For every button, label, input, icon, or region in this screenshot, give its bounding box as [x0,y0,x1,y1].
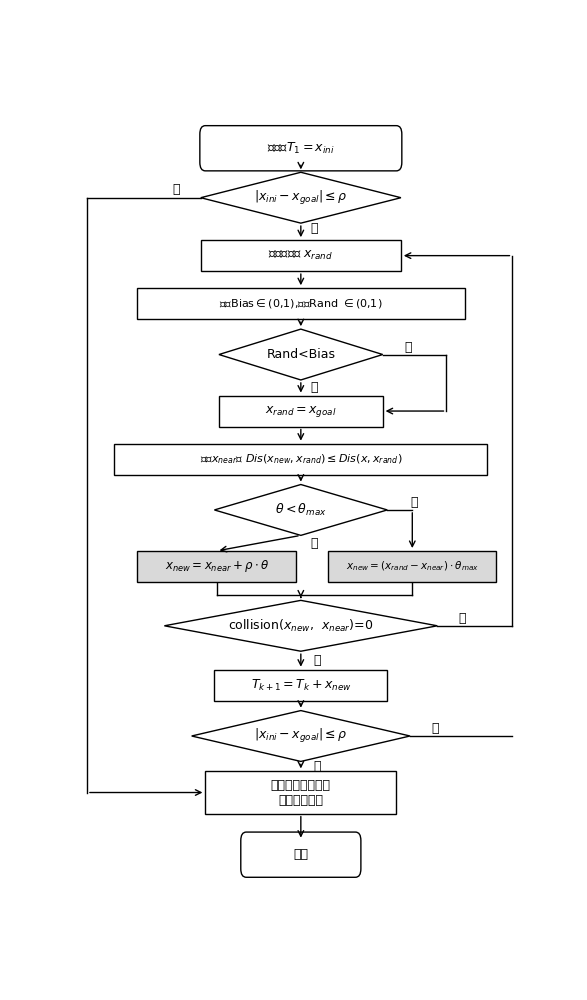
Text: 是: 是 [313,760,321,773]
Bar [114,444,487,475]
Text: 否: 否 [311,222,318,235]
Text: $|x_{ini}-x_{goal}|\leq\rho$: $|x_{ini}-x_{goal}|\leq\rho$ [254,727,348,745]
Text: 否: 否 [431,722,439,735]
Text: 初始化$T_1=x_{ini}$: 初始化$T_1=x_{ini}$ [267,141,335,156]
Text: 结束: 结束 [294,848,308,861]
Bar [137,551,296,582]
Text: collision($x_{new}$,  $x_{near}$)=0: collision($x_{new}$, $x_{near}$)=0 [228,618,373,634]
Polygon shape [219,329,383,380]
Text: $|x_{ini}-x_{goal}|\leq\rho$: $|x_{ini}-x_{goal}|\leq\rho$ [254,189,348,207]
Bar [201,240,401,271]
Text: $\theta<\theta_{max}$: $\theta<\theta_{max}$ [275,502,327,518]
Text: 否: 否 [458,612,466,625]
Polygon shape [201,172,401,223]
Bar [214,670,387,701]
Text: 找出$x_{near}$使 $Dis(x_{new},x_{rand})\leq Dis(x,x_{rand})$: 找出$x_{near}$使 $Dis(x_{new},x_{rand})\leq… [200,452,402,466]
Text: $x_{rand}=x_{goal}$: $x_{rand}=x_{goal}$ [265,404,336,419]
Text: 加入Bias$\in$(0,1),生成Rand $\in$(0,1): 加入Bias$\in$(0,1),生成Rand $\in$(0,1) [219,297,383,310]
Text: $x_{new}=x_{near}+\rho\cdot\theta$: $x_{new}=x_{near}+\rho\cdot\theta$ [164,558,269,574]
Text: $T_{k+1}=T_k+x_{new}$: $T_{k+1}=T_k+x_{new}$ [251,678,351,693]
Text: $x_{new}=(x_{rand}-x_{near})\cdot\theta_{max}$: $x_{new}=(x_{rand}-x_{near})\cdot\theta_… [346,560,479,573]
Bar [205,771,396,814]
Bar [328,551,497,582]
FancyBboxPatch shape [200,126,402,171]
Text: 否: 否 [404,341,411,354]
Polygon shape [164,600,437,651]
Polygon shape [214,485,387,535]
Text: 是: 是 [311,381,318,394]
Text: 是: 是 [172,183,180,196]
Text: Rand<Bias: Rand<Bias [266,348,335,361]
Bar [137,288,465,319]
FancyBboxPatch shape [241,832,361,877]
Text: 是: 是 [313,654,321,667]
Text: 生成随机点 $x_{rand}$: 生成随机点 $x_{rand}$ [268,249,333,262]
Text: 否: 否 [411,496,419,509]
Text: 用贪心算法对路径
进行平滑处理: 用贪心算法对路径 进行平滑处理 [271,779,331,807]
Bar [219,396,383,427]
Text: 是: 是 [311,537,318,550]
Polygon shape [191,711,410,761]
